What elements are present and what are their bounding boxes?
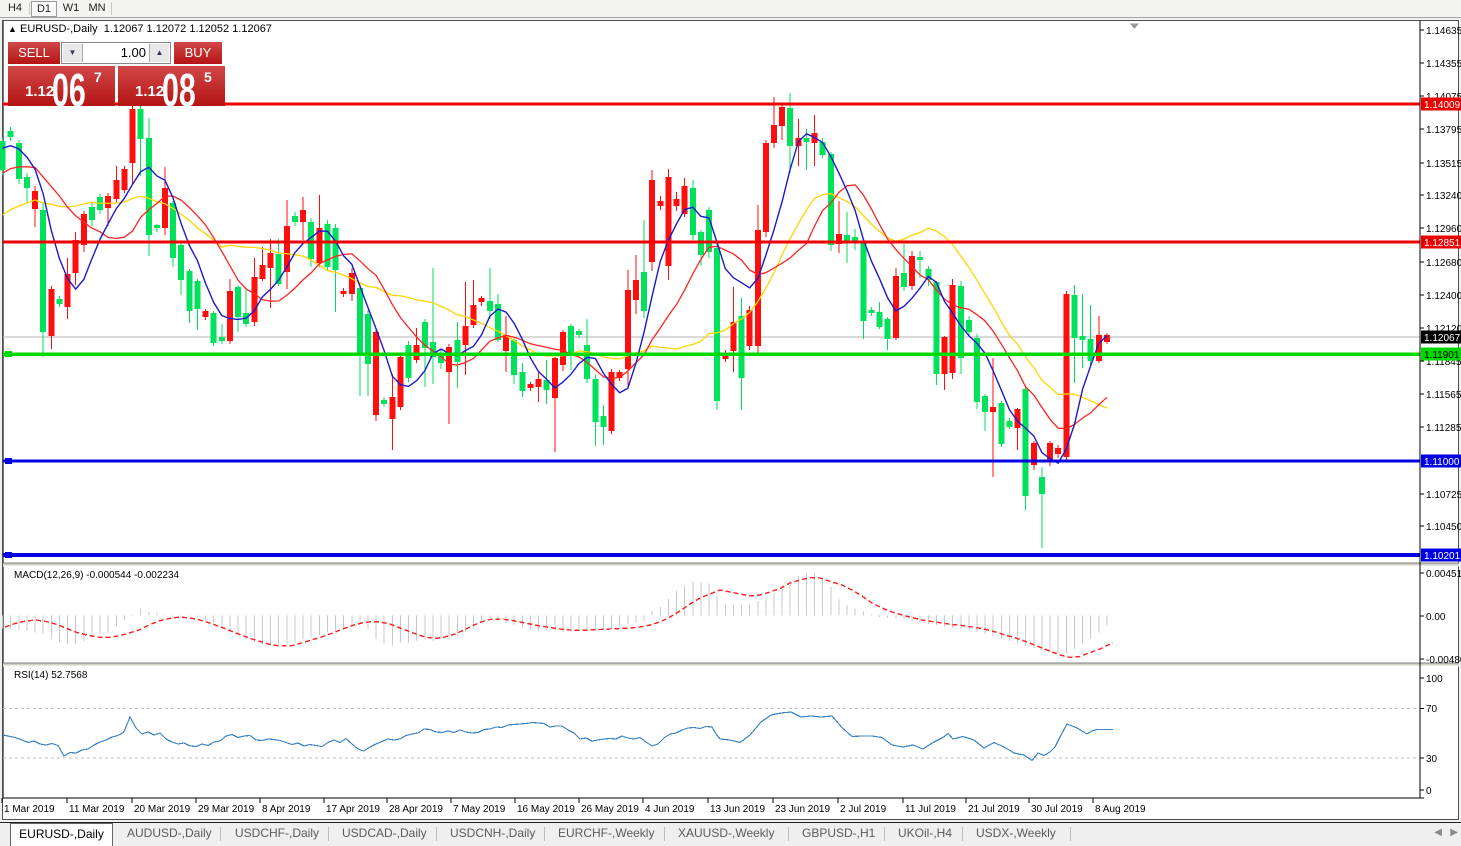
svg-text:1.10450: 1.10450 [1426,522,1461,533]
svg-text:1.13515: 1.13515 [1426,159,1461,170]
svg-text:100: 100 [1426,674,1443,685]
svg-text:1.13240: 1.13240 [1426,191,1461,202]
svg-text:0: 0 [1426,786,1432,797]
svg-text:1.10201: 1.10201 [1424,551,1461,562]
svg-text:11 Jul 2019: 11 Jul 2019 [905,804,956,815]
svg-text:1.10725: 1.10725 [1426,490,1461,501]
svg-text:1.13795: 1.13795 [1426,125,1461,136]
svg-text:1.11845: 1.11845 [1426,357,1461,368]
svg-text:2 Jul 2019: 2 Jul 2019 [840,804,887,815]
svg-text:0.00: 0.00 [1426,612,1446,623]
svg-text:1 Mar 2019: 1 Mar 2019 [4,804,55,815]
svg-text:1.12680: 1.12680 [1426,258,1461,269]
svg-text:1.12400: 1.12400 [1426,291,1461,302]
svg-text:1.12851: 1.12851 [1424,238,1461,249]
svg-text:28 Apr 2019: 28 Apr 2019 [389,804,443,815]
svg-text:-0.004806: -0.004806 [1426,655,1461,666]
svg-text:70: 70 [1426,704,1438,715]
svg-text:1.11285: 1.11285 [1426,423,1461,434]
svg-text:20 Mar 2019: 20 Mar 2019 [134,804,191,815]
svg-text:1.12067: 1.12067 [1424,333,1461,344]
svg-text:1.11000: 1.11000 [1424,457,1460,468]
svg-text:26 May 2019: 26 May 2019 [581,804,639,815]
svg-text:29 Mar 2019: 29 Mar 2019 [198,804,255,815]
svg-text:0.004517: 0.004517 [1426,569,1461,580]
svg-text:1.11901: 1.11901 [1424,350,1460,361]
svg-text:30 Jul 2019: 30 Jul 2019 [1031,804,1083,815]
svg-text:4 Jun 2019: 4 Jun 2019 [645,804,695,815]
svg-text:1.12120: 1.12120 [1426,324,1461,335]
svg-text:30: 30 [1426,754,1438,765]
svg-text:16 May 2019: 16 May 2019 [517,804,575,815]
svg-text:23 Jun 2019: 23 Jun 2019 [775,804,830,815]
svg-text:1.11565: 1.11565 [1426,390,1461,401]
svg-text:11 Mar 2019: 11 Mar 2019 [69,804,125,815]
svg-text:21 Jul 2019: 21 Jul 2019 [968,804,1020,815]
svg-text:8 Aug 2019: 8 Aug 2019 [1095,804,1146,815]
svg-text:17 Apr 2019: 17 Apr 2019 [326,804,380,815]
svg-text:1.14635: 1.14635 [1426,26,1461,37]
svg-text:8 Apr 2019: 8 Apr 2019 [262,804,311,815]
svg-text:MACD(12,26,9) -0.000544 -0.002: MACD(12,26,9) -0.000544 -0.002234 [14,570,180,581]
svg-text:RSI(14) 52.7568: RSI(14) 52.7568 [14,670,88,681]
svg-text:1.14009: 1.14009 [1424,100,1461,111]
svg-text:1.14355: 1.14355 [1426,59,1461,70]
svg-text:7 May 2019: 7 May 2019 [453,804,506,815]
svg-text:13 Jun 2019: 13 Jun 2019 [710,804,765,815]
svg-text:1.12960: 1.12960 [1426,224,1461,235]
